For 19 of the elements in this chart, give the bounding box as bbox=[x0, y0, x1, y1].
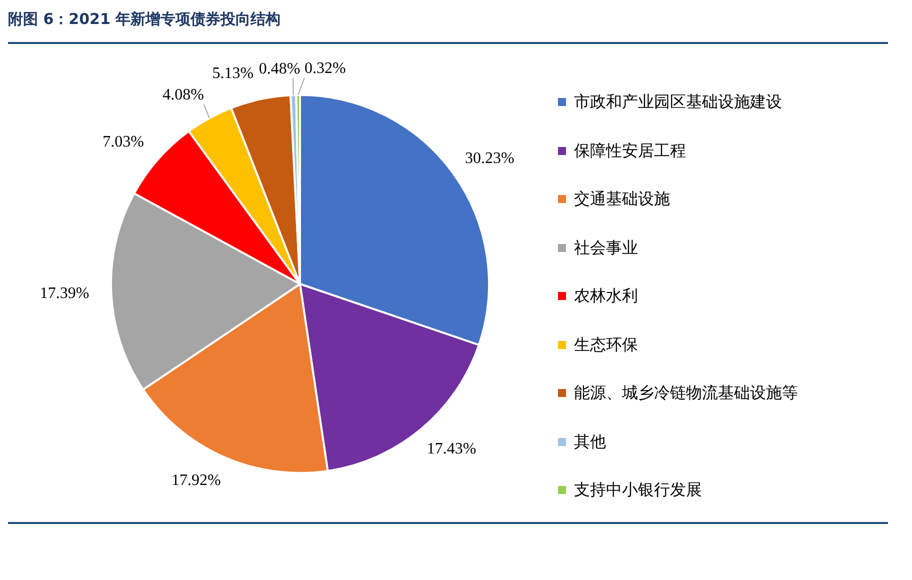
data-label: 0.48% bbox=[258, 60, 300, 78]
data-label: 17.43% bbox=[426, 440, 476, 458]
legend-label: 交通基础设施 bbox=[574, 189, 670, 210]
data-label: 5.13% bbox=[212, 64, 254, 82]
data-label: 0.32% bbox=[304, 60, 346, 78]
legend-label: 农林水利 bbox=[574, 286, 638, 307]
data-label: 17.92% bbox=[171, 472, 221, 489]
data-label: 17.39% bbox=[40, 285, 90, 302]
legend-label: 支持中小银行发展 bbox=[574, 480, 702, 501]
legend-label: 社会事业 bbox=[574, 238, 638, 258]
legend-label: 其他 bbox=[574, 432, 606, 452]
legend-label: 市政和产业园区基础设施建设 bbox=[574, 92, 782, 113]
legend-label: 生态环保 bbox=[574, 334, 638, 356]
chart-title: 附图 6：2021 年新增专项债券投向结构 bbox=[8, 10, 281, 29]
legend-label: 能源、城乡冷链物流基础设施等 bbox=[574, 383, 798, 404]
data-label: 30.23% bbox=[465, 150, 514, 168]
data-label: 4.08% bbox=[162, 86, 204, 104]
data-label: 7.03% bbox=[102, 133, 144, 150]
legend-label: 保障性安居工程 bbox=[574, 140, 686, 162]
